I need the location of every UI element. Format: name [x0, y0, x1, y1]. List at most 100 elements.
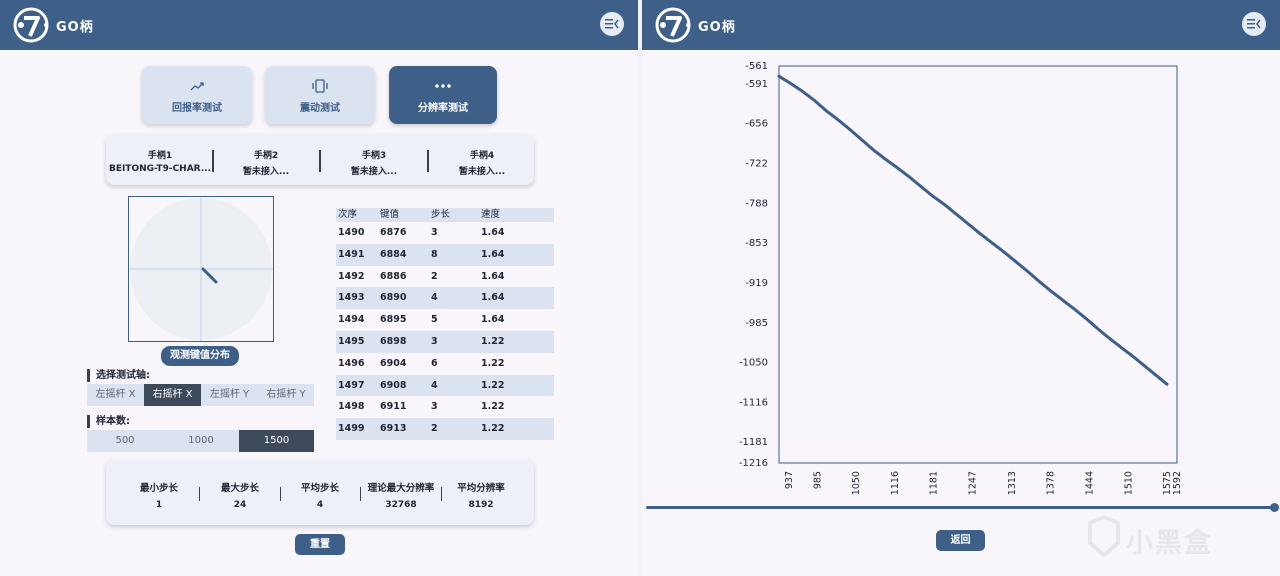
header-cell: 次序 — [338, 209, 358, 220]
tab-resolution[interactable]: 分辨率测试 — [389, 66, 497, 124]
y-tick-label: -985 — [745, 318, 768, 329]
divider — [199, 487, 200, 501]
back-button[interactable]: 返回 — [936, 530, 985, 551]
table-header: 次序 键值 步长 速度 — [336, 208, 554, 222]
table-cell: 1.64 — [481, 292, 505, 304]
gamepad-4[interactable]: 手柄4 暂未接入... — [428, 148, 536, 177]
axis-option-right-x[interactable]: 右摇杆 X — [144, 384, 201, 406]
table-row: 1495 6898 3 1.22 — [336, 330, 554, 353]
top-bar: GO柄 — [0, 0, 638, 50]
table-cell: 4 — [431, 379, 438, 391]
table-cell: 1.22 — [481, 401, 505, 413]
stat-avg-resolution: 平均分辨率 8192 — [441, 480, 521, 510]
sample-slider-track[interactable] — [646, 506, 1276, 509]
stat-label: 平均步长 — [300, 483, 339, 494]
table-cell: 1499 — [338, 423, 365, 435]
x-tick-label: 1313 — [1007, 471, 1018, 495]
trend-icon — [190, 82, 204, 91]
stat-value: 24 — [233, 500, 247, 510]
table-cell: 6895 — [380, 314, 407, 326]
table-cell: 1.22 — [481, 335, 505, 347]
joystick-trace — [201, 267, 218, 284]
table-cell: 4 — [431, 292, 438, 304]
axis-option-left-y[interactable]: 左摇杆 Y — [201, 384, 258, 406]
top-bar: GO柄 — [642, 0, 1280, 50]
table-row: 1493 6890 4 1.64 — [336, 287, 554, 310]
table-row: 1492 6886 2 1.64 — [336, 266, 554, 288]
table-cell: 2 — [431, 270, 438, 282]
menu-button[interactable] — [1242, 12, 1266, 36]
gamepad-status: 暂未接入... — [350, 167, 398, 177]
menu-button[interactable] — [600, 12, 624, 36]
observe-distribution-button[interactable]: 观测键值分布 — [161, 346, 239, 366]
sample-option-500[interactable]: 500 — [87, 430, 163, 452]
menu-collapse-icon — [605, 19, 619, 29]
table-cell: 6913 — [380, 423, 407, 435]
stat-label: 最大步长 — [220, 483, 259, 494]
axis-select-label: 选择测试轴: — [87, 369, 150, 382]
table-cell: 6884 — [380, 248, 407, 260]
axis-option-right-y[interactable]: 右摇杆 Y — [258, 384, 314, 406]
sample-option-1500[interactable]: 1500 — [239, 430, 314, 452]
table-cell: 1498 — [338, 401, 365, 413]
x-tick-label: 1378 — [1045, 471, 1056, 495]
table-cell: 1.64 — [481, 270, 505, 282]
stat-label: 最小步长 — [139, 483, 178, 494]
sample-slider-thumb[interactable] — [1270, 503, 1279, 512]
gamepad-3[interactable]: 手柄3 暂未接入... — [320, 148, 428, 177]
table-cell: 1496 — [338, 357, 365, 369]
left-pane: GO柄 回报率测试 震动测试 分辨率测试 — [0, 0, 638, 576]
table-cell: 6886 — [380, 270, 407, 282]
table-cell: 6904 — [380, 357, 407, 369]
x-tick-label: 1181 — [929, 471, 940, 495]
y-tick-label: -919 — [745, 278, 768, 289]
table-cell: 6911 — [380, 401, 407, 413]
y-tick-label: -1116 — [739, 397, 768, 408]
stat-avg-step: 平均步长 4 — [280, 480, 360, 510]
y-tick-label: -1181 — [739, 437, 768, 448]
divider — [319, 150, 321, 172]
table-row: 1499 6913 2 1.22 — [336, 418, 554, 440]
x-axis-ticks: 937 985 1050 1116 1181 1247 1313 1378 1444 1510 15… — [784, 471, 1183, 495]
table-cell: 3 — [431, 335, 438, 347]
table-cell: 1491 — [338, 248, 365, 260]
tab-label: 分辨率测试 — [418, 103, 468, 114]
stat-label: 平均分辨率 — [457, 483, 505, 494]
x-tick-label: 985 — [812, 471, 823, 489]
gamepad-1[interactable]: 手柄1 BEITONG-T9-CHAR... — [106, 148, 214, 174]
watermark: 小黑盒 — [1086, 515, 1250, 561]
table-cell: 1.64 — [481, 248, 505, 260]
table-cell: 6908 — [380, 379, 407, 391]
menu-collapse-icon — [1247, 19, 1261, 29]
y-tick-label: -591 — [745, 79, 768, 90]
go-logo-icon — [655, 7, 691, 43]
stat-max-step: 最大步长 24 — [200, 480, 280, 510]
x-tick-label: 1592 — [1172, 471, 1183, 495]
watermark-text: 小黑盒 — [1126, 528, 1213, 559]
y-tick-label: -722 — [745, 159, 768, 170]
table-cell: 3 — [431, 227, 438, 238]
axis-option-left-x[interactable]: 左摇杆 X — [87, 384, 144, 406]
divider — [441, 487, 442, 501]
app-title: GO柄 — [56, 20, 94, 35]
stat-theoretical-max-resolution: 理论最大分辨率 32768 — [361, 480, 441, 510]
app-title: GO柄 — [698, 20, 736, 35]
reset-button[interactable]: 重置 — [295, 534, 345, 555]
sample-option-1000[interactable]: 1000 — [163, 430, 239, 452]
y-axis-ticks: -561 -591 -656 -722 -788 -853 -919 -985 -1050 -11… — [739, 61, 768, 469]
gamepad-name: 手柄2 — [253, 151, 279, 161]
table-row: 1497 6908 4 1.22 — [336, 374, 554, 397]
x-tick-label: 1444 — [1084, 471, 1095, 495]
data-table: 次序 键值 步长 速度 1490 6876 3 1.64 1491 6884 8 1.64 … — [336, 208, 554, 440]
plot-area — [778, 65, 1178, 464]
x-tick-label: 1510 — [1123, 471, 1134, 495]
joystick-visualizer — [128, 196, 274, 342]
x-tick-label: 937 — [784, 471, 795, 489]
tab-label: 震动测试 — [300, 103, 340, 114]
gamepad-2[interactable]: 手柄2 暂未接入... — [212, 148, 320, 177]
gamepad-selector: 手柄1 BEITONG-T9-CHAR... 手柄2 暂未接入... 手柄3 暂… — [106, 134, 534, 185]
data-points — [777, 74, 1169, 386]
tab-report-rate[interactable]: 回报率测试 — [142, 66, 252, 124]
tab-vibration[interactable]: 震动测试 — [265, 66, 375, 124]
